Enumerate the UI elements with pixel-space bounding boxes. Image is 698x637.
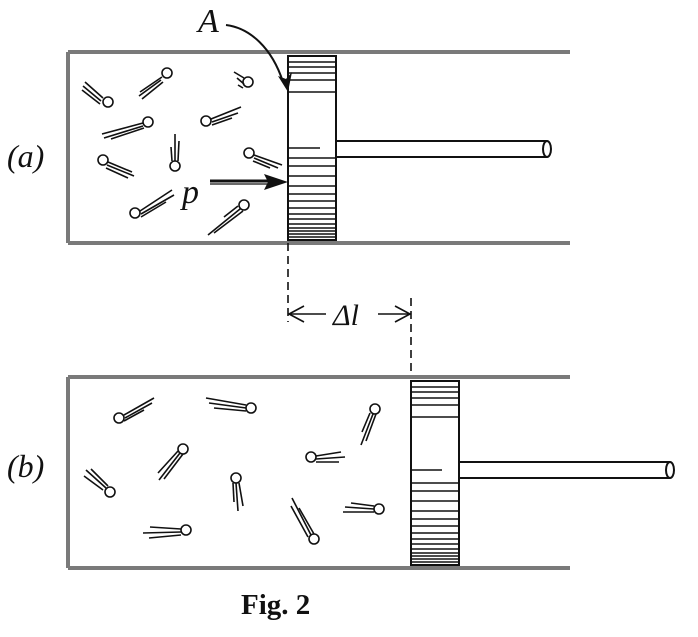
molecule [343,502,385,515]
area-pointer [225,24,292,92]
gas-molecules-a [81,67,283,236]
displacement-indicator [287,243,412,376]
panel-b-label: (b) [7,448,44,484]
molecule [97,154,135,179]
molecule [138,67,173,100]
molecule [83,468,116,498]
molecule [360,403,381,446]
piston-rod-a [336,140,552,158]
panel-a-label: (a) [7,138,44,174]
molecule [81,81,114,108]
area-label: A [196,3,219,40]
pressure-arrow [210,174,288,190]
molecule [305,451,346,463]
molecule [129,189,175,219]
molecule [207,199,250,236]
molecule [101,116,154,140]
piston-a [287,55,337,241]
molecule [142,524,192,539]
molecule [113,397,155,424]
molecule [200,106,242,127]
gas-molecules-b [83,397,385,545]
piston-rod-b [459,461,675,479]
cylinder-a [66,50,570,245]
molecule [233,71,254,89]
molecule [290,497,320,545]
pressure-label: p [180,174,199,211]
molecule [157,443,189,481]
molecule [230,472,244,512]
molecule [205,397,257,414]
piston-b [410,380,460,566]
cylinder-b [66,375,570,570]
molecule [169,134,181,172]
molecule [243,147,283,169]
displacement-label: Δl [332,299,359,332]
figure-caption: Fig. 2 [241,589,310,621]
